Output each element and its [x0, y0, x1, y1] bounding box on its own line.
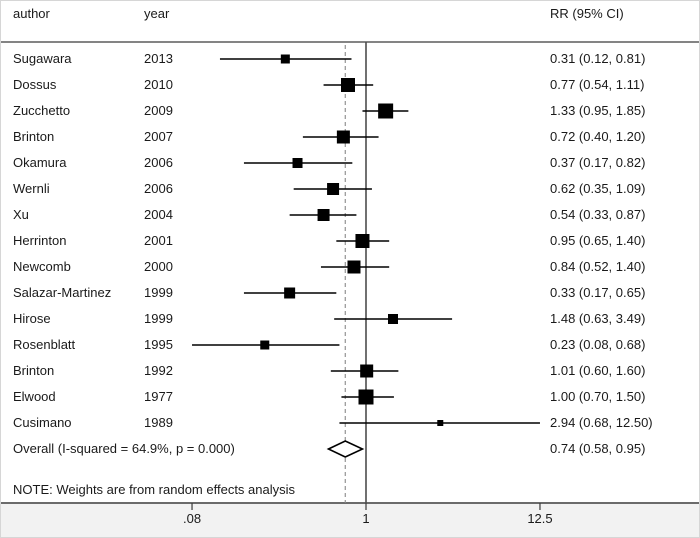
study-author-label: Zucchetto	[13, 103, 71, 118]
note-text: NOTE: Weights are from random effects an…	[13, 482, 296, 497]
effect-marker	[355, 234, 370, 248]
study-rr-value: 0.84 (0.52, 1.40)	[550, 259, 646, 274]
effect-marker	[317, 209, 330, 221]
study-year-label: 2010	[144, 77, 173, 92]
effect-marker	[260, 340, 270, 350]
study-year-label: 2013	[144, 51, 173, 66]
effect-marker	[280, 54, 290, 64]
column-header-year: year	[144, 6, 170, 21]
study-author-label: Cusimano	[13, 415, 72, 430]
study-rr-value: 0.33 (0.17, 0.65)	[550, 285, 646, 300]
effect-marker	[292, 158, 303, 168]
study-rr-value: 1.01 (0.60, 1.60)	[550, 363, 646, 378]
overall-rr-value: 0.74 (0.58, 0.95)	[550, 441, 646, 456]
study-rr-value: 1.33 (0.95, 1.85)	[550, 103, 646, 118]
study-year-label: 1999	[144, 311, 173, 326]
study-rr-value: 2.94 (0.68, 12.50)	[550, 415, 653, 430]
overall-diamond	[326, 440, 365, 458]
study-rr-value: 0.23 (0.08, 0.68)	[550, 337, 646, 352]
study-year-label: 2004	[144, 207, 173, 222]
study-author-label: Hirose	[13, 311, 51, 326]
effect-marker	[336, 130, 350, 144]
study-author-label: Brinton	[13, 129, 55, 144]
study-rr-value: 0.54 (0.33, 0.87)	[550, 207, 646, 222]
study-year-label: 2001	[144, 233, 173, 248]
study-rr-value: 0.72 (0.40, 1.20)	[550, 129, 646, 144]
study-author-label: Rosenblatt	[13, 337, 76, 352]
effect-marker	[340, 78, 355, 92]
effect-marker	[360, 364, 374, 378]
axis-tick-label: 1	[362, 511, 370, 526]
study-year-label: 1977	[144, 389, 173, 404]
study-author-label: Xu	[13, 207, 29, 222]
study-year-label: 2006	[144, 155, 173, 170]
axis-tick-label: 12.5	[527, 511, 553, 526]
column-header-author: author	[13, 6, 50, 21]
effect-marker	[327, 183, 340, 195]
study-year-label: 1995	[144, 337, 173, 352]
study-year-label: 1992	[144, 363, 173, 378]
study-rr-value: 0.77 (0.54, 1.11)	[550, 77, 645, 92]
effect-marker	[347, 260, 361, 274]
study-author-label: Okamura	[13, 155, 67, 170]
study-author-label: Brinton	[13, 363, 55, 378]
study-rr-value: 1.48 (0.63, 3.49)	[550, 311, 646, 326]
column-header-rr: RR (95% CI)	[550, 6, 624, 21]
study-year-label: 1999	[144, 285, 173, 300]
study-author-label: Wernli	[13, 181, 50, 196]
study-year-label: 1989	[144, 415, 173, 430]
overall-row-label: Overall (I-squared = 64.9%, p = 0.000)	[13, 441, 235, 456]
study-year-label: 2006	[144, 181, 173, 196]
study-author-label: Sugawara	[13, 51, 72, 66]
effect-marker	[284, 287, 296, 299]
study-year-label: 2009	[144, 103, 173, 118]
study-year-label: 2000	[144, 259, 173, 274]
x-axis-strip	[1, 504, 699, 537]
study-author-label: Newcomb	[13, 259, 71, 274]
study-author-label: Dossus	[13, 77, 57, 92]
study-year-label: 2007	[144, 129, 173, 144]
study-rr-value: 0.62 (0.35, 1.09)	[550, 181, 646, 196]
study-rr-value: 0.95 (0.65, 1.40)	[550, 233, 646, 248]
effect-marker	[378, 103, 394, 119]
study-author-label: Elwood	[13, 389, 56, 404]
effect-marker	[388, 314, 399, 324]
study-author-label: Herrinton	[13, 233, 67, 248]
study-author-label: Salazar-Martinez	[13, 285, 112, 300]
effect-marker	[437, 420, 444, 426]
study-rr-value: 0.31 (0.12, 0.81)	[550, 51, 646, 66]
study-rr-value: 0.37 (0.17, 0.82)	[550, 155, 646, 170]
axis-tick-label: .08	[182, 511, 202, 526]
effect-marker	[358, 389, 374, 405]
study-rr-value: 1.00 (0.70, 1.50)	[550, 389, 646, 404]
